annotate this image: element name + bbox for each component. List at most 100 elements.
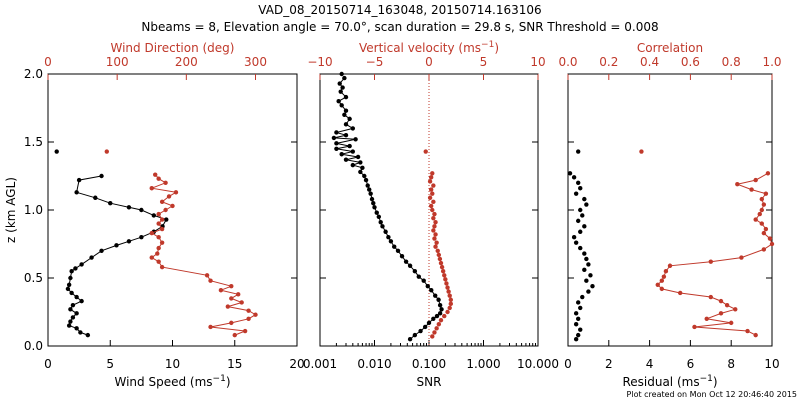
data-point (571, 175, 577, 180)
data-point (374, 210, 379, 215)
top-tick-label: 100 (106, 55, 129, 69)
data-point (372, 205, 377, 210)
data-point (365, 183, 370, 188)
data-point (246, 316, 251, 321)
x-tick-label: 2 (605, 357, 613, 371)
data-point (76, 177, 82, 183)
x-tick-label: 0 (44, 357, 52, 371)
data-point (765, 171, 771, 176)
data-point (655, 282, 660, 287)
plot-timestamp: Plot created on Mon Oct 12 20:46:40 2015 (627, 390, 797, 399)
data-point (639, 149, 644, 154)
panel-residual: 0 2 4 6 8 10 0.0 0.2 0.4 0.6 0.8 1.0 Residual (ms−1)… (558, 41, 781, 389)
data-point (114, 243, 119, 248)
data-point (338, 89, 343, 94)
data-point (724, 303, 730, 308)
data-point (208, 278, 213, 283)
top-axis-label: Correlation (637, 41, 703, 55)
data-point (407, 337, 413, 342)
unit-superscript: −1 (700, 374, 713, 384)
x-axis-label: Wind Speed (ms−1) (115, 374, 231, 389)
data-point (208, 324, 213, 330)
data-point (395, 248, 401, 253)
y-tick-label: 0.5 (24, 271, 43, 285)
data-point (745, 328, 750, 334)
data-point (576, 316, 581, 321)
data-point (383, 229, 388, 234)
data-point (156, 176, 161, 181)
data-point (151, 213, 157, 218)
data-point (578, 186, 583, 191)
data-point (334, 141, 339, 146)
data-point (576, 300, 581, 305)
data-point (761, 202, 767, 207)
data-point (343, 122, 349, 127)
data-point (74, 190, 79, 195)
data-point (368, 191, 373, 196)
data-point (126, 239, 132, 244)
data-point (678, 290, 683, 296)
data-point (759, 196, 764, 202)
data-point (242, 328, 248, 334)
data-point (444, 281, 449, 286)
data-point (439, 264, 445, 270)
data-point (367, 187, 372, 192)
data-point (431, 215, 436, 221)
data-point (426, 320, 432, 326)
data-point (159, 264, 165, 270)
data-point (159, 199, 165, 205)
data-point (761, 247, 767, 252)
x-tick-label: 10.000 (517, 357, 559, 371)
data-point (412, 269, 418, 274)
data-point (432, 236, 437, 241)
data-point (163, 207, 168, 213)
data-point (347, 143, 352, 149)
data-point (708, 259, 713, 264)
top-tick-label: 0 (425, 55, 433, 69)
data-point (433, 293, 438, 298)
unit-close: ) (494, 41, 499, 55)
data-point (156, 245, 161, 251)
data-point (447, 293, 452, 298)
data-point (353, 137, 358, 142)
data-point (428, 187, 434, 192)
top-tick-label: 0.2 (599, 55, 618, 69)
x-tick-label: 4 (646, 357, 654, 371)
data-point (358, 169, 363, 175)
data-point (229, 283, 234, 289)
data-point (342, 112, 347, 118)
plot-frame (567, 73, 773, 347)
data-point (763, 191, 769, 196)
data-point (578, 229, 583, 234)
series-line (149, 174, 257, 336)
figure-title: VAD_08_20150714_163048, 20150714.163106 (258, 3, 541, 17)
data-point (584, 202, 589, 207)
data-point (580, 213, 585, 218)
data-point (431, 183, 436, 188)
top-tick-label: 0.8 (722, 55, 741, 69)
series-vertical-velocity (423, 149, 453, 339)
data-point (253, 312, 258, 317)
top-tick-label: 200 (175, 55, 198, 69)
data-point (232, 332, 237, 338)
data-point (659, 278, 665, 283)
data-point (430, 171, 435, 176)
data-point (418, 328, 423, 334)
data-point (718, 311, 724, 316)
data-point (433, 220, 438, 225)
data-point (358, 160, 363, 165)
y-tick-label: 1.0 (24, 203, 43, 217)
data-point (163, 180, 168, 185)
data-point (159, 226, 165, 232)
data-point (218, 288, 224, 293)
data-point (79, 298, 84, 304)
data-point (378, 220, 383, 225)
series-line (333, 77, 443, 340)
data-point (421, 278, 426, 283)
data-point (573, 322, 579, 327)
series-line (657, 172, 773, 336)
data-point (445, 285, 450, 290)
data-point (164, 217, 169, 222)
data-point (663, 269, 669, 274)
